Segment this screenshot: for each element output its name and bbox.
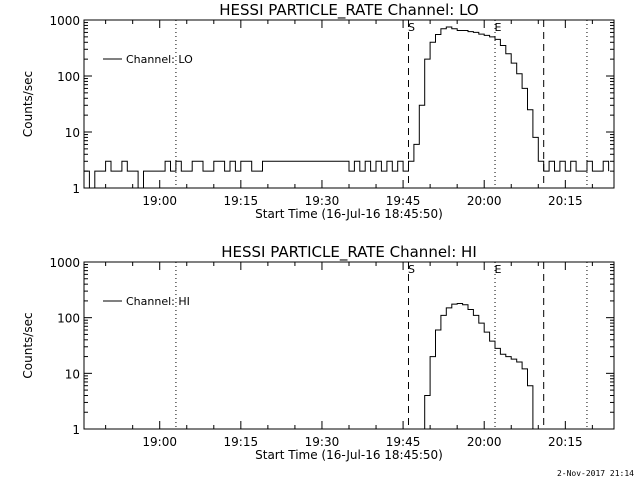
panel-2-frame (83, 261, 615, 430)
panel-1-marker-label: S (408, 21, 415, 34)
panel-1-y-axis-label: Counts/sec (21, 71, 35, 137)
panel-1-y-tick-label: 10 (65, 126, 80, 140)
panel-2-y-tick-label: 1 (72, 423, 80, 437)
panel-1-y-tick-label: 100 (57, 70, 80, 84)
footer-timestamp: 2-Nov-2017 21:14 (556, 469, 634, 478)
panel-2-x-tick-label: 19:15 (224, 435, 259, 449)
panel-2-legend-label: Channel: HI (126, 295, 190, 308)
panel-1-title: HESSI PARTICLE_RATE Channel: LO (219, 1, 478, 20)
panel-2-marker-label: E (495, 263, 502, 276)
panel-1-legend-label: Channel: LO (126, 53, 193, 66)
panel-1-data-line (84, 26, 610, 189)
panel-2-y-tick-label: 1000 (49, 256, 80, 270)
panel-1-x-tick-label: 20:00 (467, 194, 502, 208)
panel-2-marker-label: S (408, 263, 415, 276)
panel-1-x-tick-label: 19:15 (224, 194, 259, 208)
panel-2-x-axis-label: Start Time (16-Jul-16 18:45:50) (255, 448, 443, 462)
panel-2-y-tick-label: 10 (65, 367, 80, 381)
panel-1-x-tick-label: 19:30 (305, 194, 340, 208)
panel-2-x-tick-label: 19:00 (142, 435, 177, 449)
panel-1-marker-label: E (495, 21, 502, 34)
panel-2-x-tick-label: 19:45 (386, 435, 421, 449)
panel-1-x-tick-label: 19:45 (386, 194, 421, 208)
panel-2-x-tick-label: 20:15 (548, 435, 583, 449)
panel-1-x-axis-label: Start Time (16-Jul-16 18:45:50) (255, 207, 443, 221)
panel-1-y-tick-label: 1 (72, 182, 80, 196)
panel-1-x-tick-label: 20:15 (548, 194, 583, 208)
panel-2-data-line (419, 303, 534, 430)
panel-1-y-tick-label: 1000 (49, 14, 80, 28)
panel-2-y-axis-label: Counts/sec (21, 312, 35, 378)
panel-2-x-tick-label: 19:30 (305, 435, 340, 449)
panel-2-y-tick-label: 100 (57, 312, 80, 326)
panel-2-x-tick-label: 20:00 (467, 435, 502, 449)
panel-2-title: HESSI PARTICLE_RATE Channel: HI (221, 243, 477, 262)
panel-1-x-tick-label: 19:00 (142, 194, 177, 208)
